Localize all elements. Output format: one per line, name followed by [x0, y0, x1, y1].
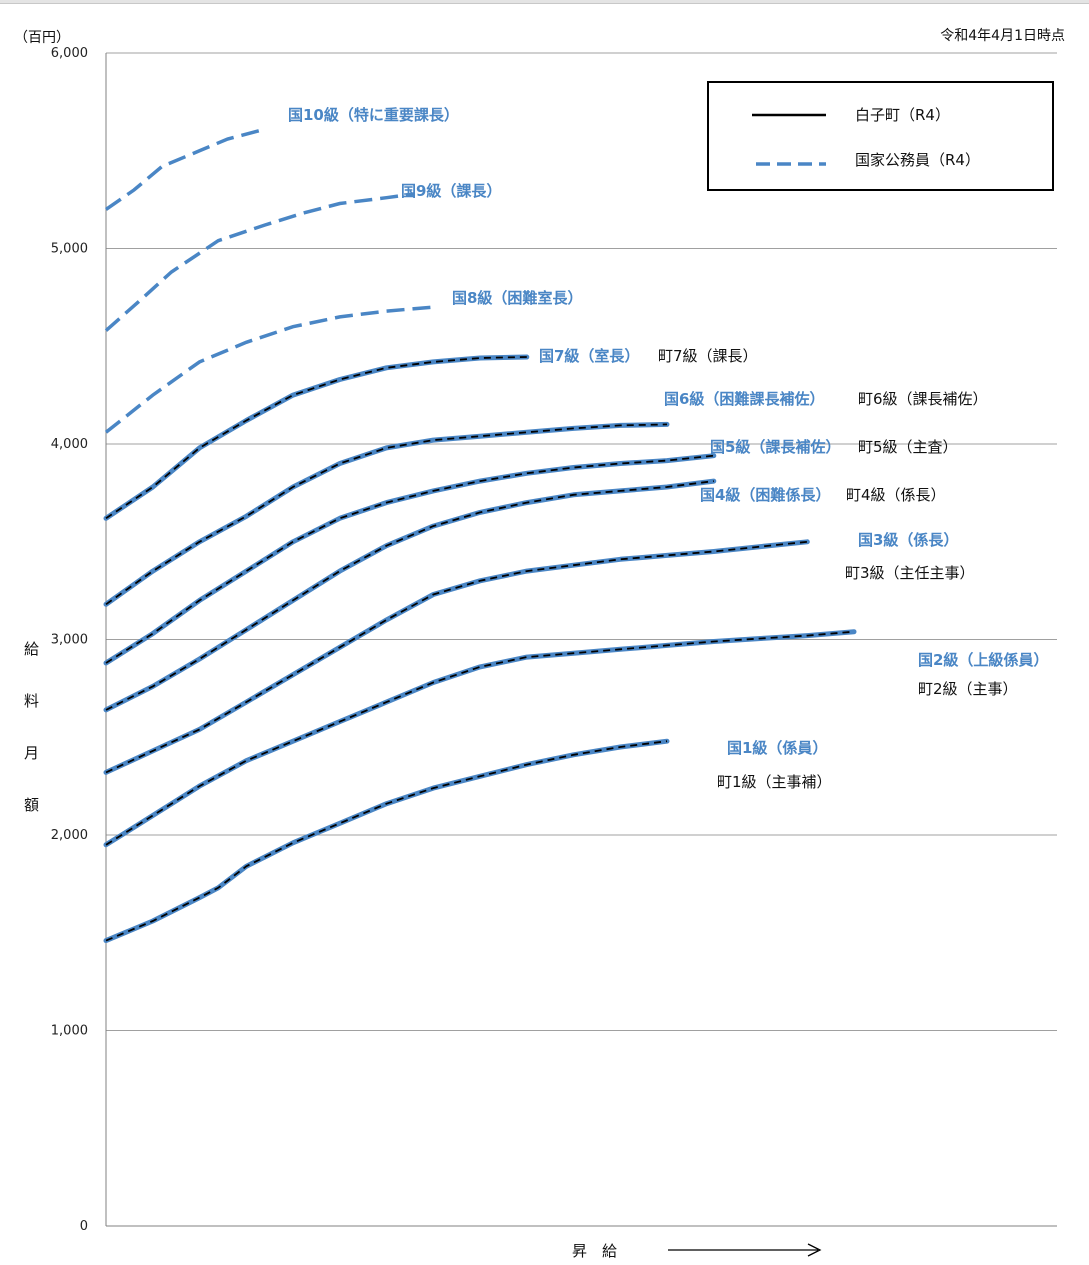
- series-line-kuni8: [104, 305, 434, 434]
- series-line-grade5-town: [105, 454, 714, 664]
- series-label-national-grade3: 国3級（係長）: [858, 531, 958, 549]
- series-label-town-grade6: 町6級（課長補佐）: [858, 390, 988, 408]
- series-line-grade4-national: [103, 478, 717, 713]
- series-line-grade5: [103, 453, 717, 666]
- series-line-grade3-town: [105, 540, 808, 774]
- series-label-national-grade4: 国4級（困難係長）: [700, 486, 830, 504]
- series-label-town-grade1: 町1級（主事補）: [717, 773, 832, 791]
- series-line-grade6: [103, 421, 670, 607]
- series-label-national-grade5: 国5級（課長補佐）: [710, 438, 840, 456]
- axes: 0 1,000 2,000 3,000 4,000 5,000 6,000: [51, 46, 1057, 1234]
- legend-label-town: 白子町（R4）: [855, 106, 950, 124]
- y-tick-label: 4,000: [51, 437, 88, 452]
- series-label-town-grade7: 町7級（課長）: [658, 347, 758, 365]
- y-axis-label-char: 料: [24, 692, 39, 710]
- series-line-kuni9: [104, 192, 415, 332]
- series-line-grade2-town: [105, 630, 855, 846]
- series-label-national-kuni8: 国8級（困難室長）: [452, 289, 582, 307]
- legend-label-national: 国家公務員（R4）: [855, 151, 980, 169]
- series-label-town-grade5: 町5級（主査）: [858, 438, 958, 456]
- series-line-kuni10: [105, 127, 266, 211]
- series-label-town-grade4: 町4級（係長）: [846, 486, 946, 504]
- series-line-grade6-national: [103, 421, 670, 607]
- series-labels: 国10級（特に重要課長） 国9級（課長） 国8級（困難室長） 国7級（室長） 町7級（課…: [288, 106, 1048, 791]
- series-line-grade1-town: [105, 740, 668, 942]
- series-line-grade4: [103, 478, 717, 713]
- gridlines: [106, 52, 1057, 1031]
- y-tick-label: 5,000: [51, 242, 88, 257]
- series-lines: [103, 127, 857, 944]
- y-tick-label: 0: [80, 1219, 88, 1234]
- series-line-grade6-town: [105, 423, 668, 606]
- series-label-town-grade2: 町2級（主事）: [918, 680, 1018, 698]
- series-line-grade7-town: [105, 356, 527, 520]
- series-label-national-grade7: 国7級（室長）: [539, 347, 639, 365]
- legend: 白子町（R4） 国家公務員（R4）: [707, 81, 1054, 191]
- series-label-national-grade1: 国1級（係員）: [727, 739, 827, 757]
- series-label-national-grade6: 国6級（困難課長補佐）: [664, 390, 824, 408]
- y-tick-label: 3,000: [51, 633, 88, 648]
- series-line-grade2: [103, 629, 857, 848]
- window-top-edge: [0, 0, 1089, 4]
- series-line-grade4-town: [105, 480, 714, 711]
- date-note: 令和4年4月1日時点: [940, 28, 1065, 44]
- series-label-national-grade2: 国2級（上級係員）: [918, 651, 1048, 669]
- y-axis-label-char: 給: [24, 640, 39, 658]
- y-tick-label: 2,000: [51, 828, 88, 843]
- series-label-national-kuni10: 国10級（特に重要課長）: [288, 106, 459, 124]
- series-label-national-kuni9: 国9級（課長）: [401, 182, 501, 200]
- legend-box: [707, 81, 1054, 191]
- y-tick-label: 1,000: [51, 1024, 88, 1039]
- y-tick-label: 6,000: [51, 46, 88, 61]
- series-line-grade1: [103, 738, 670, 944]
- x-axis-label: 昇 給: [572, 1242, 617, 1260]
- y-axis-label-char: 月: [24, 744, 39, 762]
- y-unit-label: （百円）: [14, 30, 70, 46]
- series-line-grade1-national: [103, 738, 670, 944]
- series-line-grade3-national: [103, 539, 810, 775]
- series-line-grade3: [103, 539, 810, 775]
- x-axis-arrow: [668, 1243, 822, 1257]
- series-line-grade7: [103, 354, 530, 521]
- y-axis-label-char: 額: [24, 796, 39, 814]
- series-label-town-grade3: 町3級（主任主事）: [845, 564, 975, 582]
